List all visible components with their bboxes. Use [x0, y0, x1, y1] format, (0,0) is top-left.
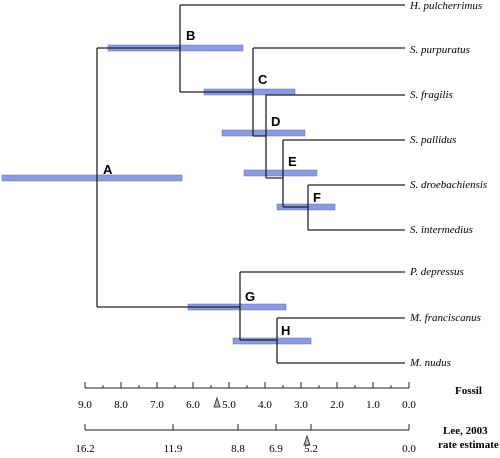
- node-label: D: [271, 114, 280, 129]
- ci-bar: [232, 337, 312, 345]
- axes: Fossil Lee, 2003 rate estimate: [85, 385, 499, 451]
- tick-label: 5.0: [222, 399, 236, 411]
- tick-label: 16.2: [75, 443, 94, 455]
- ticks: 9.0 8.0 7.0 6.0 5.0 4.0 3.0 2.0 1.0 0.0 16.2 11.9 8.…: [75, 382, 416, 455]
- node-label: F: [313, 190, 321, 205]
- arrow: [213, 396, 221, 408]
- tick-label: 8.0: [114, 399, 128, 411]
- node-label: H: [281, 323, 290, 338]
- tick-label: 9.0: [78, 399, 92, 411]
- node-label: C: [258, 72, 268, 87]
- ci-bar: [243, 169, 318, 177]
- node-label: G: [245, 289, 255, 304]
- taxon-label: P. depressus: [409, 266, 464, 278]
- ci-bar: [221, 129, 306, 137]
- tick-label: 5.2: [304, 443, 318, 455]
- taxon-label: S. intermedius: [410, 224, 473, 236]
- taxon-label: S. droebachiensis: [410, 179, 487, 191]
- arrow: [303, 434, 311, 446]
- tick-label: 4.0: [258, 399, 272, 411]
- tick-label: 1.0: [366, 399, 380, 411]
- tick-label: 6.0: [186, 399, 200, 411]
- taxon-label: M. franciscanus: [409, 312, 481, 324]
- tick-label: 11.9: [164, 443, 183, 455]
- taxon-label: S. purpuratus: [410, 44, 470, 56]
- node-labels: A B C D E F G H: [103, 28, 321, 338]
- tick-label: 3.0: [294, 399, 308, 411]
- taxon-label: H. pulcherrimus: [409, 0, 482, 12]
- tick-label: 0.0: [402, 399, 416, 411]
- tick-label: 2.0: [330, 399, 344, 411]
- taxon-label: S. pallidus: [410, 134, 456, 146]
- ci-bars: [1, 44, 336, 345]
- tick-label: 0.0: [402, 443, 416, 455]
- axis-label: Lee, 2003: [443, 425, 488, 437]
- node-label: E: [288, 154, 297, 169]
- taxon-labels: H. pulcherrimus S. purpuratus S. fragilis S…: [409, 0, 487, 369]
- tick-label: 7.0: [150, 399, 164, 411]
- taxon-label: M. nudus: [409, 357, 451, 369]
- ci-bar: [1, 174, 183, 182]
- node-label: B: [186, 28, 195, 43]
- tick-label: 6.9: [269, 443, 283, 455]
- node-label: A: [103, 162, 113, 177]
- axis-label: Fossil: [455, 385, 482, 397]
- tick-label: 8.8: [231, 443, 245, 455]
- axis-label: rate estimate: [438, 439, 499, 451]
- taxon-label: S. fragilis: [410, 89, 453, 101]
- branches: [96, 4, 405, 364]
